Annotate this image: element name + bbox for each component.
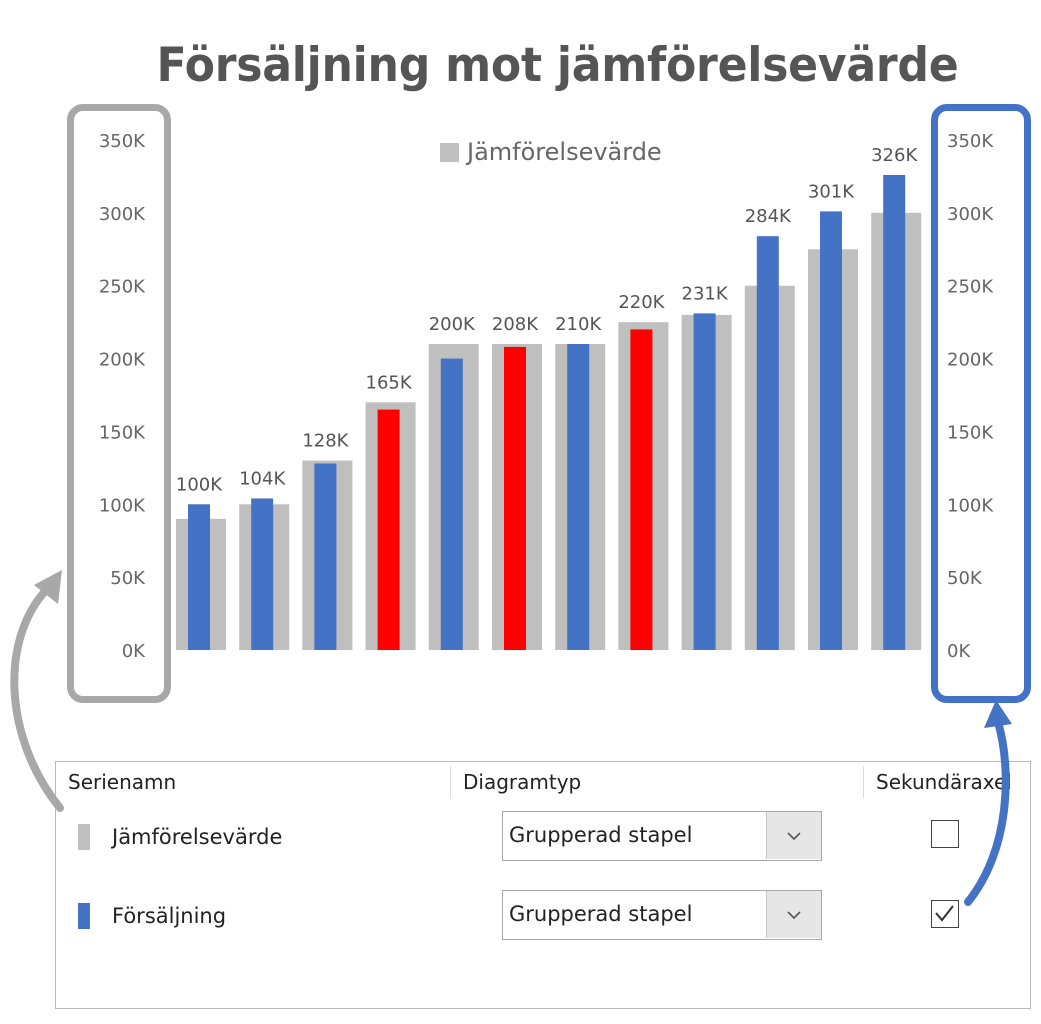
sales-data-label: 165K <box>366 372 413 393</box>
left-axis-tick-label: 250K <box>99 277 146 298</box>
sales-bar <box>188 504 210 650</box>
right-axis-highlight <box>931 104 1031 703</box>
left-axis-tick-label: 150K <box>99 422 146 443</box>
sales-data-label: 210K <box>555 314 602 335</box>
right-axis-tick-label: 200K <box>947 350 994 371</box>
legend-swatch-benchmark <box>440 142 459 162</box>
sales-bar <box>756 236 779 650</box>
sales-bar <box>314 463 337 650</box>
sales-bar <box>504 346 526 650</box>
right-axis-tick-label: 150K <box>947 422 994 443</box>
sales-bar <box>820 211 842 650</box>
header-chart-type: Diagramtyp <box>463 770 582 794</box>
left-axis-tick-label: 300K <box>99 204 146 225</box>
series-options-panel: Serienamn Diagramtyp Sekundäraxel Jämför… <box>55 761 1031 1009</box>
series-swatch-sales <box>78 903 90 929</box>
chevron-down-icon[interactable] <box>766 891 821 938</box>
sales-data-label: 128K <box>302 431 349 452</box>
chart-legend: Jämförelsevärde <box>440 138 662 166</box>
sales-bar <box>883 174 906 650</box>
header-separator <box>450 766 451 798</box>
right-axis-tick-label: 50K <box>947 568 983 589</box>
sales-data-label: 301K <box>808 181 855 202</box>
chevron-down-icon[interactable] <box>766 812 821 859</box>
left-axis-tick-label: 0K <box>122 641 146 662</box>
sales-data-label: 326K <box>871 145 918 166</box>
sales-data-label: 220K <box>618 292 665 313</box>
left-axis-tick-label: 350K <box>99 131 146 152</box>
chart-area: 100K 104K 128K 165K 200K 208K 210K 220K 231K 284K… <box>67 104 1031 703</box>
sales-data-label: 200K <box>429 314 476 335</box>
legend-label-benchmark: Jämförelsevärde <box>467 138 662 166</box>
right-axis-tick-label: 250K <box>947 277 994 298</box>
right-axis-tick-label: 100K <box>947 495 994 516</box>
series-swatch-benchmark <box>78 824 90 850</box>
chart-type-select-sales[interactable]: Grupperad stapel <box>502 890 822 940</box>
chart-type-select-benchmark[interactable]: Grupperad stapel <box>502 811 822 861</box>
sales-data-label: 208K <box>492 314 539 335</box>
sales-data-label: 104K <box>239 468 286 489</box>
secondary-axis-checkbox-benchmark[interactable] <box>931 820 959 848</box>
sales-data-label: 100K <box>176 474 223 495</box>
right-axis-tick-label: 350K <box>947 131 994 152</box>
left-axis-tick-label: 100K <box>99 495 146 516</box>
sales-bar <box>251 498 274 650</box>
sales-bar <box>440 358 463 650</box>
sales-data-label: 284K <box>745 206 792 227</box>
chart-type-value: Grupperad stapel <box>509 823 693 847</box>
sales-bar <box>630 329 653 650</box>
right-axis-tick-label: 300K <box>947 204 994 225</box>
left-axis-highlight <box>67 104 171 703</box>
sales-bar <box>377 409 400 650</box>
checkmark-icon <box>935 905 954 922</box>
header-secondary-axis: Sekundäraxel <box>876 770 1012 794</box>
header-series-name: Serienamn <box>68 770 177 794</box>
chart-type-value: Grupperad stapel <box>509 902 693 926</box>
chart-title: Försäljning mot jämförelsevärde <box>156 38 959 93</box>
secondary-axis-checkbox-sales[interactable] <box>931 900 959 928</box>
series-name-benchmark: Jämförelsevärde <box>112 825 283 849</box>
chart-svg: 100K 104K 128K 165K 200K 208K 210K 220K 231K 284K… <box>99 131 995 662</box>
left-axis-tick-label: 200K <box>99 350 146 371</box>
header-separator <box>863 766 864 798</box>
left-axis-tick-label: 50K <box>110 568 146 589</box>
right-axis-tick-label: 0K <box>947 641 971 662</box>
sales-bar <box>693 313 716 650</box>
sales-data-label: 231K <box>682 283 729 304</box>
sales-bar <box>567 344 590 650</box>
series-name-sales: Försäljning <box>112 904 227 928</box>
